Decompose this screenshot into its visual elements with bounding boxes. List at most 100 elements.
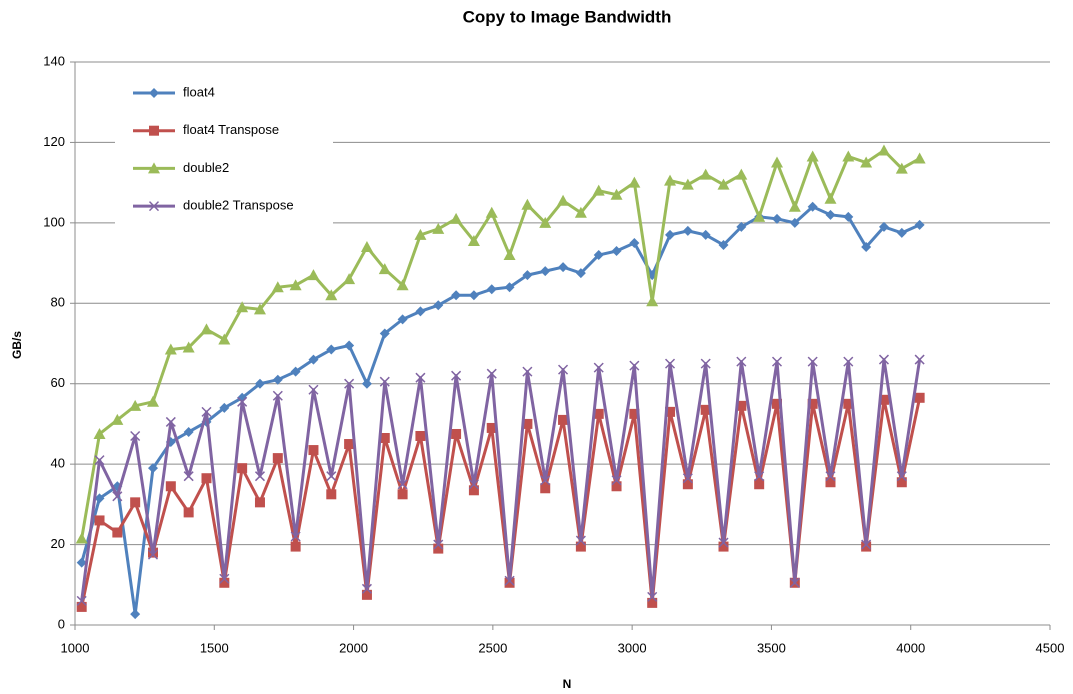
x-tick-label: 4500	[1036, 640, 1065, 655]
marker	[148, 463, 158, 474]
marker	[789, 217, 800, 228]
marker	[771, 356, 783, 367]
marker	[361, 583, 372, 594]
marker	[574, 206, 587, 218]
marker	[147, 395, 159, 407]
marker	[326, 344, 337, 355]
marker	[272, 374, 283, 385]
marker	[895, 162, 908, 174]
marker	[75, 532, 88, 544]
marker	[611, 481, 622, 492]
marker	[344, 378, 355, 389]
marker	[664, 358, 676, 369]
marker	[788, 200, 801, 212]
marker	[486, 368, 497, 379]
marker	[76, 595, 87, 606]
marker	[415, 306, 426, 317]
marker	[94, 493, 105, 504]
marker	[237, 396, 248, 407]
series-line	[80, 397, 922, 608]
marker	[825, 471, 836, 482]
marker	[76, 601, 87, 612]
y-tick-label: 120	[43, 134, 65, 149]
marker	[843, 398, 854, 409]
marker	[415, 430, 426, 441]
marker	[326, 489, 337, 500]
x-tick-label: 2500	[478, 640, 507, 655]
marker	[451, 428, 462, 439]
marker	[681, 178, 694, 190]
marker	[272, 453, 283, 464]
marker	[111, 413, 124, 425]
marker	[148, 201, 160, 212]
marker	[468, 290, 479, 301]
marker	[219, 402, 230, 413]
marker	[735, 168, 748, 180]
marker	[807, 356, 818, 367]
marker	[112, 527, 123, 538]
marker	[914, 354, 925, 365]
marker	[558, 364, 569, 375]
marker	[629, 360, 640, 371]
marker	[665, 406, 676, 417]
marker	[647, 597, 658, 608]
marker	[451, 290, 462, 301]
marker	[896, 477, 907, 488]
marker	[219, 573, 230, 584]
marker	[824, 192, 837, 204]
marker	[325, 289, 338, 301]
marker	[486, 422, 497, 433]
x-tick-label: 2000	[339, 640, 368, 655]
marker	[149, 125, 159, 136]
marker	[344, 439, 355, 450]
legend-label: double2	[183, 160, 229, 175]
series-line	[80, 358, 922, 602]
marker	[914, 392, 925, 403]
marker	[308, 445, 319, 456]
x-tick-label: 4000	[896, 640, 925, 655]
marker	[772, 398, 782, 409]
marker	[183, 507, 194, 518]
marker	[467, 234, 480, 246]
legend-label: float4	[183, 84, 215, 99]
marker	[699, 168, 712, 180]
marker	[397, 314, 408, 325]
marker	[183, 426, 194, 437]
chart-title: Copy to Image Bandwidth	[463, 7, 672, 26]
marker	[593, 250, 604, 261]
y-tick-label: 140	[43, 53, 65, 68]
marker	[718, 541, 729, 552]
marker	[914, 219, 925, 230]
marker	[164, 343, 177, 355]
y-tick-label: 20	[51, 536, 65, 551]
marker	[130, 609, 141, 620]
marker	[451, 370, 462, 381]
marker	[736, 221, 747, 232]
marker	[896, 471, 907, 482]
marker	[468, 479, 479, 490]
marker	[468, 485, 479, 496]
marker	[148, 162, 160, 174]
marker	[878, 394, 889, 405]
marker	[629, 237, 640, 248]
marker	[843, 356, 854, 367]
y-tick-label: 80	[51, 295, 65, 310]
y-tick-label: 40	[51, 456, 65, 471]
marker	[700, 358, 711, 369]
marker	[307, 269, 320, 281]
marker	[860, 156, 873, 168]
series-line	[80, 148, 921, 539]
marker	[682, 473, 693, 484]
marker	[379, 433, 390, 444]
marker	[843, 211, 854, 222]
marker	[665, 229, 676, 240]
y-tick-label: 0	[58, 616, 65, 631]
marker	[877, 144, 890, 156]
marker	[593, 362, 604, 373]
marker	[433, 539, 444, 550]
marker	[130, 430, 141, 442]
marker	[414, 228, 427, 240]
marker	[182, 341, 195, 353]
marker	[397, 479, 408, 490]
